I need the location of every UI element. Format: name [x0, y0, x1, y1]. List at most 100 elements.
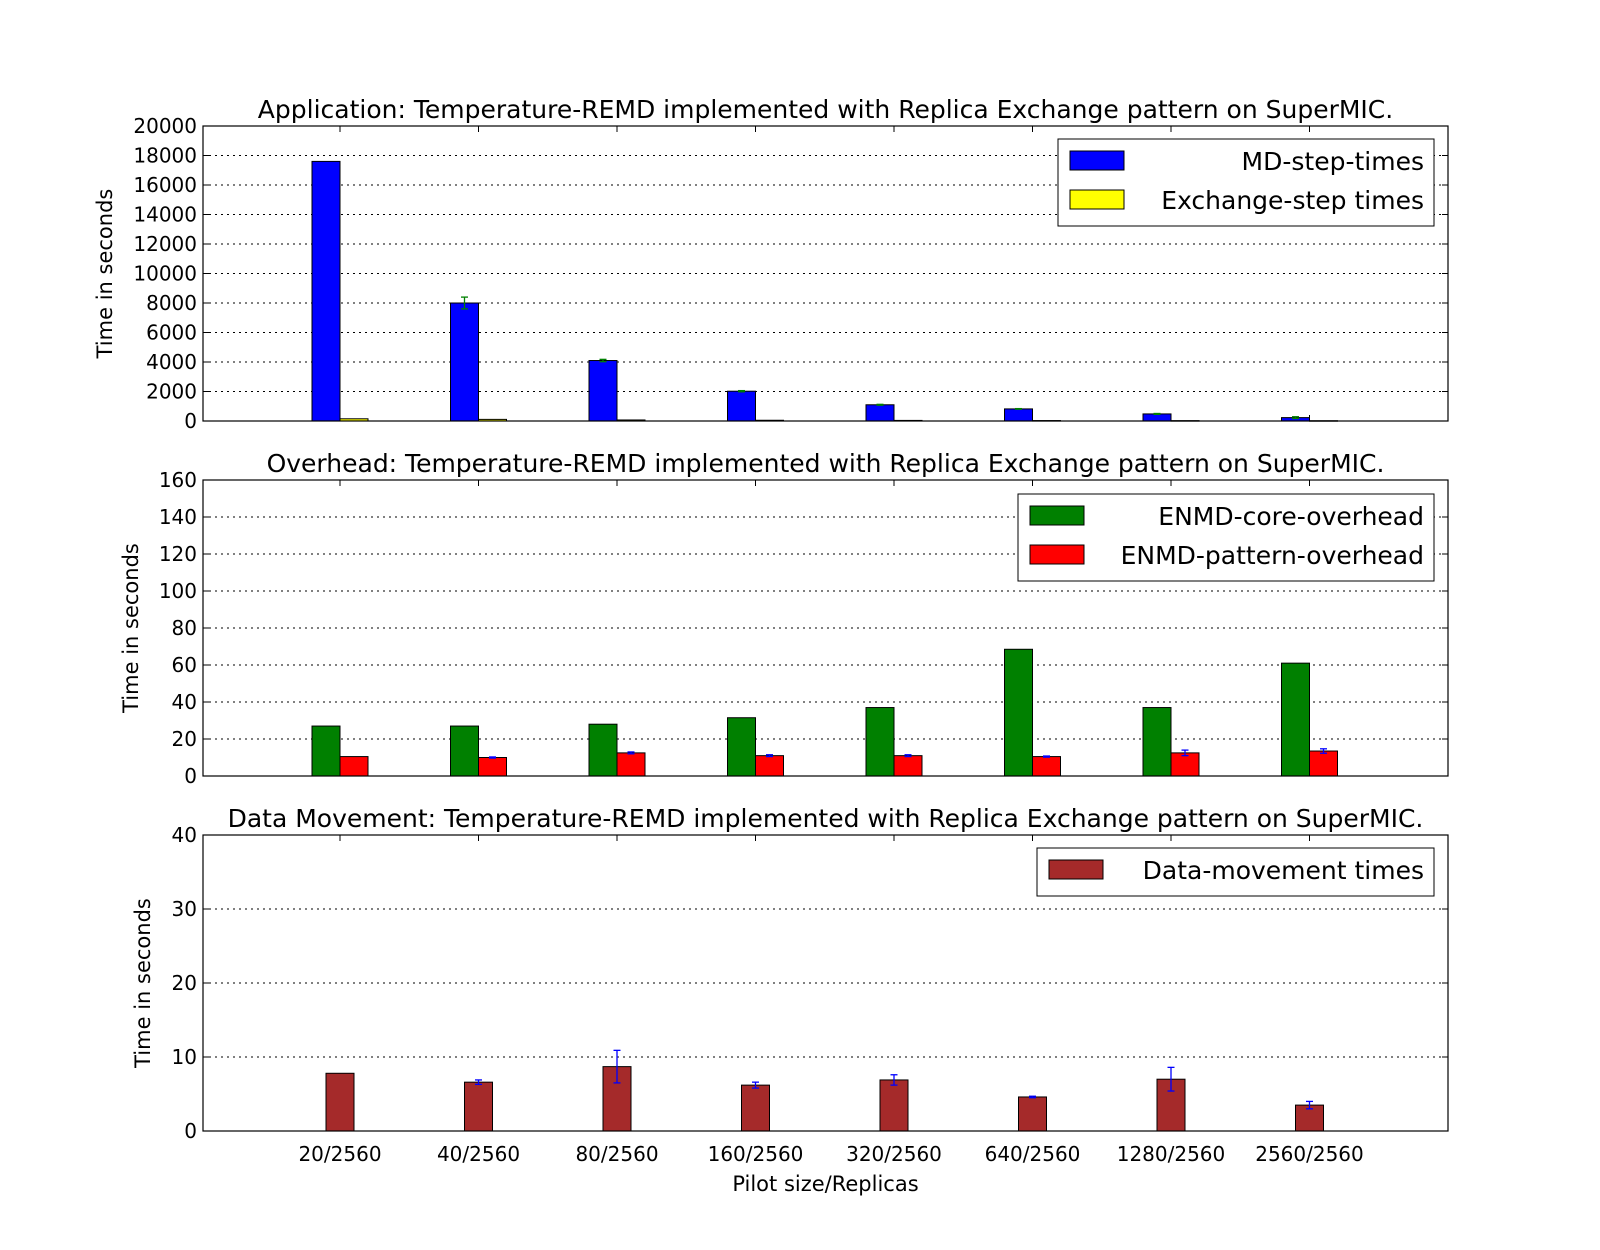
y-tick-label: 6000: [146, 321, 197, 345]
legend-swatch: [1029, 505, 1085, 526]
y-tick-label: 60: [172, 653, 197, 677]
legend-entry: ENMD-core-overhead: [1158, 502, 1424, 531]
y-tick-label: 18000: [133, 144, 197, 168]
error-bar: [1029, 1095, 1036, 1099]
y-tick-label: 0: [184, 764, 197, 788]
chart-panel-1: 0 2000 4000 6000 8000 10000 12000 14000 16000 180…: [93, 95, 1449, 433]
y-tick-label: 0: [184, 1119, 197, 1143]
error-bar: [904, 754, 912, 758]
x-tick-label: 80/2560: [575, 1142, 658, 1166]
error-bar: [489, 756, 496, 759]
x-tick-label: 2560/2560: [1255, 1142, 1364, 1166]
error-bar: [890, 1074, 898, 1086]
y-tick-label: 16000: [133, 173, 197, 197]
error-bar: [752, 1081, 759, 1089]
bar-enmd-pattern-overhead-2560-2560: [1309, 750, 1338, 777]
y-tick-label: 4000: [146, 350, 197, 374]
chart-panel-3: 0 10 20 30 40 20/2560 40/2560 80/2560 160/2560 32…: [131, 804, 1449, 1196]
bar-enmd-core-overhead-160-2560: [727, 717, 756, 777]
error-bar: [1320, 748, 1327, 754]
y-tick-label: 20: [172, 727, 197, 751]
y-tick-label: 100: [159, 579, 197, 603]
error-bar: [766, 754, 773, 758]
y-axis-label: Time in seconds: [93, 189, 117, 360]
y-tick-label: 120: [159, 542, 197, 566]
bar-enmd-core-overhead-1280-2560: [1142, 707, 1172, 777]
x-tick-label: 160/2560: [708, 1142, 804, 1166]
y-axis-label: Time in seconds: [131, 898, 155, 1069]
chart-title: Overhead: Temperature-REMD implemented w…: [267, 449, 1385, 478]
bar-enmd-pattern-overhead-640-2560: [1032, 756, 1061, 777]
legend-entry: MD-step-times: [1242, 147, 1424, 176]
bar-data-movement-times-320-2560: [879, 1079, 909, 1132]
bar-enmd-core-overhead-40-2560: [450, 725, 479, 777]
x-tick-label: 1280/2560: [1117, 1142, 1226, 1166]
bar-enmd-pattern-overhead-1280-2560: [1170, 752, 1200, 777]
x-axis-label: Pilot size/Replicas: [732, 1172, 918, 1196]
bar-enmd-core-overhead-80-2560: [588, 723, 618, 777]
legend-entry: Exchange-step times: [1161, 186, 1424, 215]
chart-title: Data Movement: Temperature-REMD implemen…: [228, 804, 1424, 833]
y-tick-label: 12000: [133, 232, 197, 256]
legend: Data-movement times: [1036, 847, 1435, 897]
bar-data-movement-times-20-2560: [325, 1072, 355, 1132]
bar-enmd-pattern-overhead-40-2560: [478, 757, 507, 777]
bar-md-step-times-40-2560: [450, 302, 479, 422]
legend-box: [1017, 493, 1435, 582]
bar-data-movement-times-40-2560: [464, 1081, 493, 1132]
legend-entry: Data-movement times: [1143, 856, 1424, 885]
plot-frame: [202, 125, 1449, 422]
legend-swatch: [1029, 544, 1085, 565]
error-bar: [1181, 749, 1189, 757]
y-tick-label: 10000: [133, 262, 197, 286]
bar-md-step-times-320-2560: [865, 404, 895, 422]
y-tick-label: 0: [184, 409, 197, 433]
bar-data-movement-times-640-2560: [1018, 1096, 1047, 1132]
legend-swatch: [1048, 859, 1104, 880]
plot-frame: [202, 479, 1449, 777]
x-tick-label: 640/2560: [985, 1142, 1081, 1166]
plot-frame: [202, 834, 1449, 1132]
legend: MD-step-times Exchange-step times: [1057, 138, 1435, 227]
y-tick-label: 10: [172, 1045, 197, 1069]
bar-enmd-pattern-overhead-20-2560: [339, 756, 369, 777]
error-bar: [1167, 1066, 1175, 1092]
y-tick-label: 40: [172, 690, 197, 714]
x-tick-label: 320/2560: [846, 1142, 942, 1166]
y-tick-label: 20000: [133, 114, 197, 138]
bar-enmd-core-overhead-640-2560: [1004, 648, 1033, 777]
bar-enmd-core-overhead-320-2560: [865, 707, 895, 777]
error-bar: [475, 1079, 482, 1086]
error-bar: [1043, 755, 1050, 758]
bar-md-step-times-160-2560: [727, 390, 756, 422]
bar-md-step-times-640-2560: [1004, 408, 1033, 422]
error-bar: [1015, 407, 1022, 410]
error-bar: [1153, 412, 1161, 416]
bar-data-movement-times-160-2560: [741, 1084, 770, 1132]
bar-md-step-times-80-2560: [588, 360, 618, 422]
error-bar: [599, 358, 607, 363]
y-tick-label: 160: [159, 468, 197, 492]
chart-panels: 0200040006000800010000120001400016000180…: [93, 95, 1449, 1196]
error-bar: [461, 296, 468, 310]
chart-panel-2: 0 20 40 60 80 100 120 140 160 Overhead: Temperatu…: [119, 449, 1449, 788]
y-tick-label: 20: [172, 971, 197, 995]
legend-entry: ENMD-pattern-overhead: [1121, 541, 1424, 570]
bar-enmd-pattern-overhead-80-2560: [616, 752, 646, 777]
y-tick-label: 8000: [146, 291, 197, 315]
bar-enmd-pattern-overhead-320-2560: [893, 755, 923, 777]
y-axis-label: Time in seconds: [119, 543, 143, 714]
bar-enmd-core-overhead-2560-2560: [1281, 662, 1310, 777]
legend-swatch: [1069, 150, 1125, 171]
x-tick-label: 40/2560: [437, 1142, 520, 1166]
error-bar: [876, 403, 884, 406]
y-tick-label: 80: [172, 616, 197, 640]
error-bar: [627, 751, 635, 755]
bar-enmd-pattern-overhead-160-2560: [755, 755, 784, 777]
legend-swatch: [1069, 189, 1125, 210]
x-tick-label: 20/2560: [298, 1142, 381, 1166]
bar-md-step-times-20-2560: [311, 160, 341, 422]
chart-title: Application: Temperature-REMD implemente…: [258, 95, 1393, 124]
error-bar: [1292, 416, 1299, 420]
